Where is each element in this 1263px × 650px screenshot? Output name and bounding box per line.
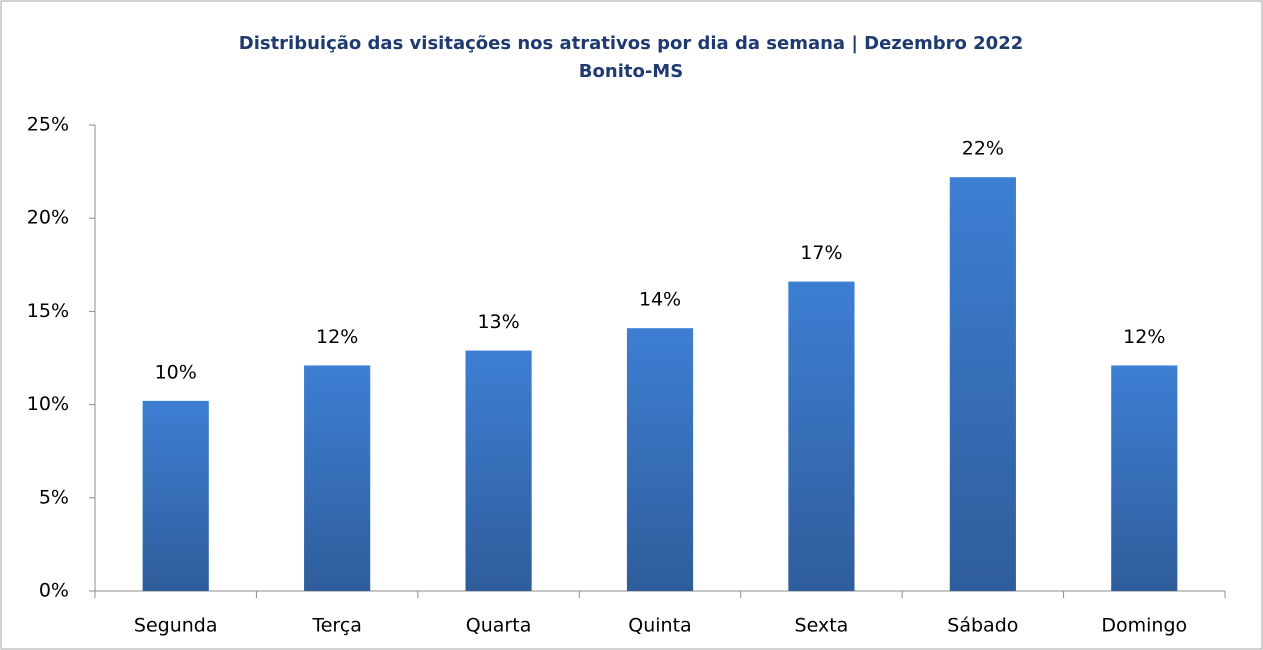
bar	[949, 177, 1016, 591]
bar	[465, 350, 532, 591]
x-tick-label: Sábado	[947, 615, 1018, 637]
y-tick-label: 5%	[39, 486, 69, 508]
value-label: 10%	[155, 361, 197, 383]
y-tick-label: 20%	[27, 207, 69, 229]
value-label: 12%	[1123, 326, 1165, 348]
x-tick-label: Quinta	[628, 615, 691, 637]
chart-subtitle: Bonito-MS	[579, 61, 683, 82]
value-label: 14%	[639, 289, 681, 311]
bar	[142, 400, 209, 591]
value-label: 17%	[800, 242, 842, 264]
value-label: 12%	[316, 326, 358, 348]
y-tick-label: 15%	[27, 300, 69, 322]
chart-title: Distribuição das visitações nos atrativo…	[239, 33, 1024, 54]
value-label: 22%	[962, 138, 1004, 160]
bar	[1111, 365, 1178, 591]
bar	[626, 328, 694, 591]
x-tick-label: Segunda	[134, 615, 218, 637]
y-tick-label: 25%	[27, 114, 69, 136]
value-label: 13%	[477, 311, 519, 333]
bar	[304, 365, 371, 591]
x-tick-label: Quarta	[466, 615, 532, 637]
x-tick-label: Sexta	[795, 615, 849, 637]
x-tick-label: Domingo	[1101, 615, 1187, 637]
bar	[788, 281, 855, 591]
y-tick-label: 0%	[39, 580, 69, 602]
y-tick-label: 10%	[27, 393, 69, 415]
x-tick-label: Terça	[311, 615, 362, 637]
